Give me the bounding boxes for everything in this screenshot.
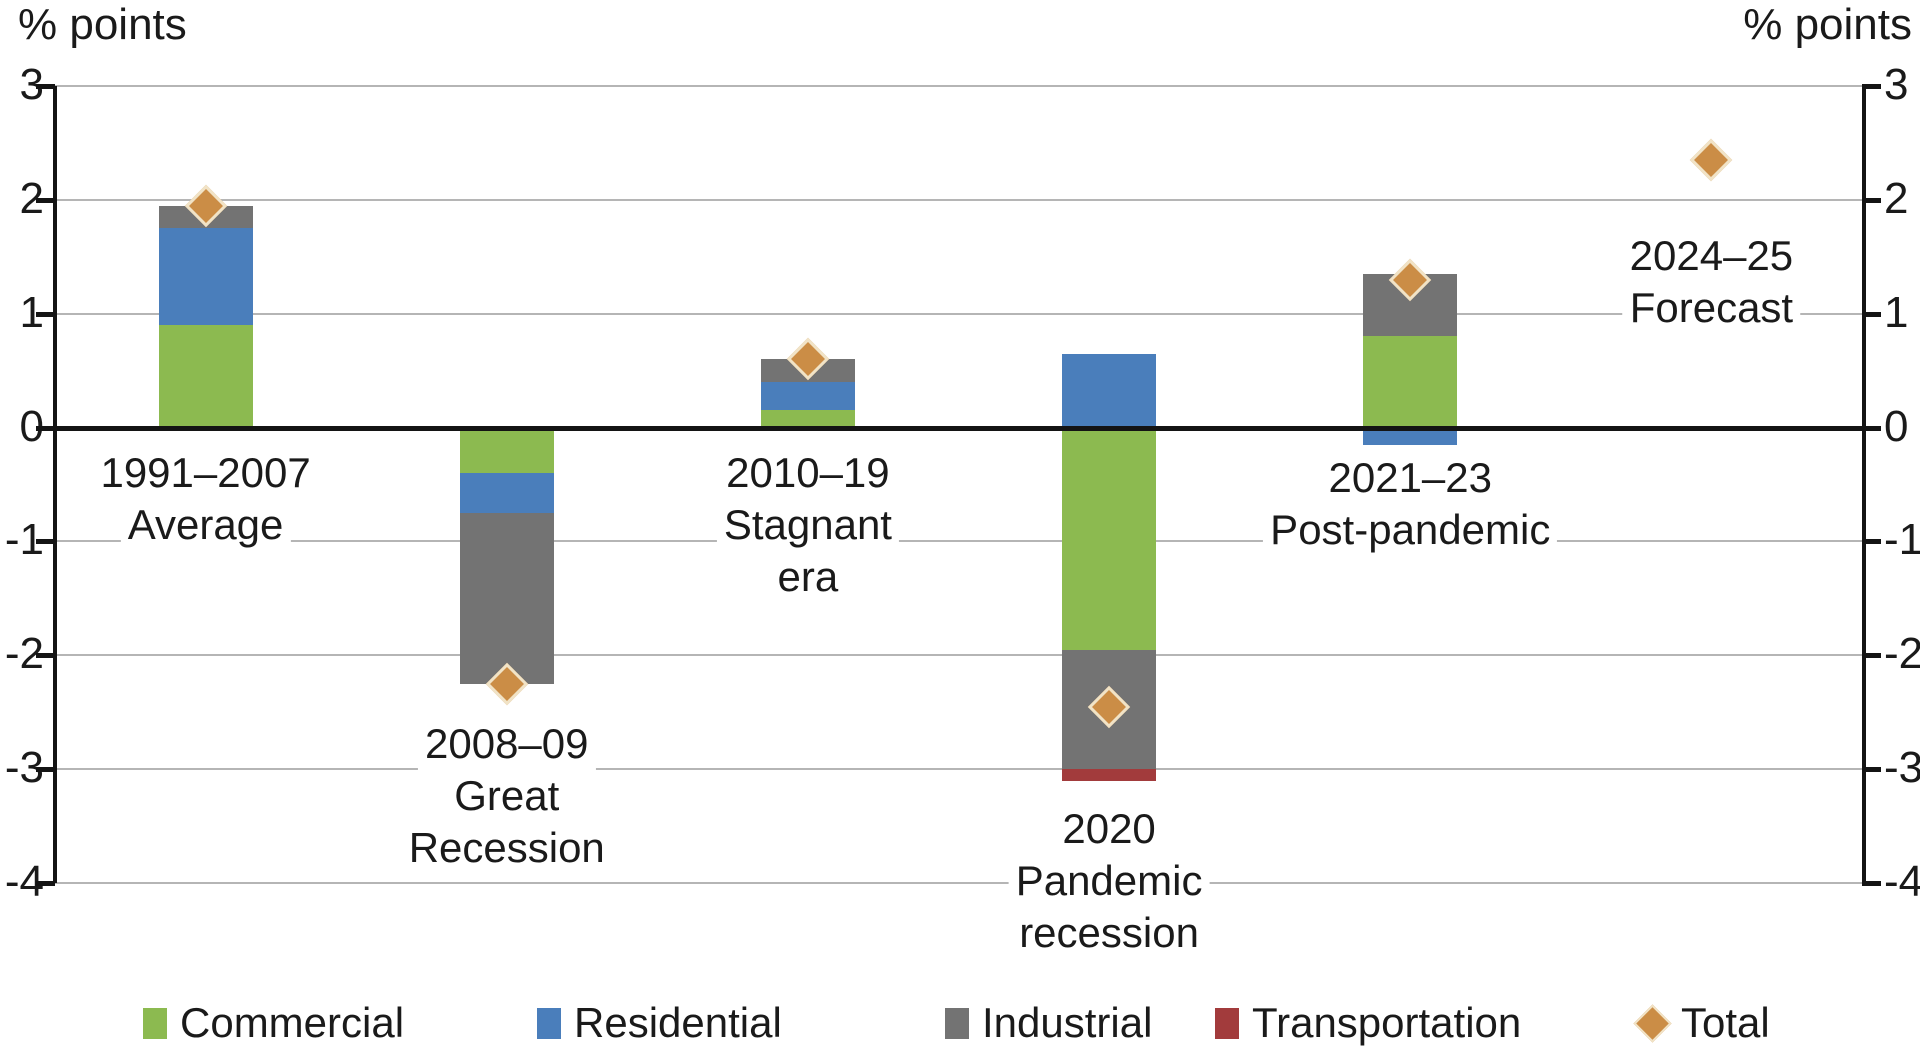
category-label-5: 2024–25 Forecast [1622,230,1801,334]
category-label-line: era [770,551,846,603]
legend-label: Total [1681,999,1770,1046]
y-tick-right [1862,197,1881,203]
legend-item-industrial: Industrial [945,1000,1152,1046]
bar-segment-commercial-4 [1363,336,1458,428]
gridline--1 [55,540,1862,543]
y-tick-right [1862,84,1881,89]
gridline--4 [55,882,1862,884]
y-tick-left [36,767,55,773]
category-label-4: 2021–23 Post-pandemic [1263,452,1558,556]
y-tick-left [36,311,55,317]
bar-segment-residential-1 [459,473,554,513]
category-label-line: 2008–09 [417,718,596,770]
category-label-line: recession [1012,907,1206,959]
y-tick-label-right--3: -3 [1884,743,1920,793]
category-label-line: Stagnant [716,499,899,551]
y-tick-label-right--1: -1 [1884,515,1920,565]
bar-segment-commercial-2 [760,410,855,428]
category-label-line: Forecast [1622,282,1801,334]
category-label-line: Pandemic [1008,855,1210,907]
y-tick-left [36,197,55,203]
y-axis-title-right: % points [1743,0,1912,49]
y-tick-left [36,84,55,89]
legend-label: Industrial [982,999,1153,1046]
bar-segment-residential-0 [158,228,253,326]
category-label-line: Great [447,770,567,822]
legend-square-icon [143,1007,167,1039]
gridline--3 [55,768,1862,771]
y-axis-title-left: % points [18,0,187,49]
y-tick-left [36,425,55,431]
legend-square-icon [1215,1007,1239,1039]
legend-item-commercial: Commercial [143,1000,404,1046]
legend-item-transportation: Transportation [1215,1000,1521,1046]
bar-segment-commercial-0 [158,325,253,428]
legend-diamond-icon [1633,1003,1672,1043]
category-label-line: 2024–25 [1622,230,1801,282]
gridline--2 [55,654,1862,657]
category-label-line: 2021–23 [1321,452,1500,504]
y-tick-left [36,881,55,886]
category-label-line: Post-pandemic [1263,504,1558,556]
y-tick-right [1862,881,1881,886]
category-label-2: 2010–19 Stagnant era [716,447,899,603]
gridline-1 [55,312,1862,315]
gridline-2 [55,198,1862,201]
bar-segment-commercial-1 [459,427,554,474]
category-label-1: 2008–09 Great Recession [401,718,612,874]
category-label-line: Average [120,499,291,551]
category-label-line: Recession [401,822,612,874]
legend-label: Commercial [180,999,405,1046]
category-label-line: 1991–2007 [93,447,318,499]
y-tick-label-right-1: 1 [1884,287,1909,337]
y-tick-right [1862,653,1881,659]
legend-label: Transportation [1252,999,1522,1046]
bar-segment-residential-2 [760,382,855,411]
y-tick-label-right-3: 3 [1884,60,1909,109]
y-tick-label-right--4: -4 [1884,857,1920,906]
bar-segment-commercial-3 [1062,427,1157,650]
legend-item-residential: Residential [537,1000,782,1046]
gridline-3 [55,85,1862,87]
y-tick-right [1862,767,1881,773]
legend-square-icon [537,1007,561,1039]
category-label-3: 2020 Pandemic recession [1008,803,1210,959]
legend-item-total: Total [1633,999,1770,1046]
total-marker-5 [1690,138,1733,182]
y-axis-left [53,86,57,883]
zero-line [55,425,1866,431]
legend-label: Residential [574,999,782,1046]
bar-segment-residential-3 [1062,353,1157,428]
y-tick-right [1862,425,1881,431]
bar-segment-residential-4 [1363,427,1458,445]
y-tick-left [36,539,55,545]
legend-square-icon [945,1007,969,1039]
y-axis-right [1862,86,1866,883]
y-tick-right [1862,539,1881,545]
y-tick-label-right-0: 0 [1884,401,1909,451]
bar-segment-industrial-1 [459,512,554,684]
y-tick-right [1862,311,1881,317]
y-tick-label-right--2: -2 [1884,629,1920,679]
category-label-line: 2020 [1055,803,1163,855]
bar-segment-transportation-3 [1062,769,1157,781]
y-tick-left [36,653,55,659]
category-label-line: 2010–19 [719,447,897,499]
category-label-0: 1991–2007 Average [93,447,318,551]
y-tick-label-right-2: 2 [1884,173,1909,223]
